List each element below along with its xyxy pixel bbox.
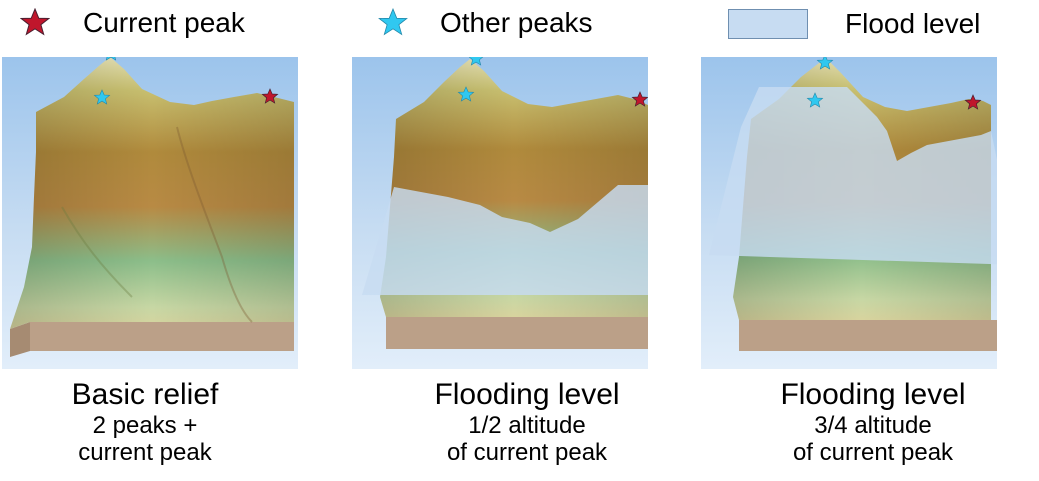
terrain-base-side — [10, 322, 30, 357]
terrain-base — [739, 320, 997, 351]
caption-line: of current peak — [792, 439, 954, 466]
caption-line: of current peak — [446, 439, 608, 466]
caption-line: 3/4 altitude — [814, 412, 932, 439]
peak-star-other — [468, 57, 484, 66]
relief-panel-basic — [2, 57, 298, 369]
legend-label-current-peak: Current peak — [83, 7, 245, 38]
terrain-base — [30, 322, 294, 351]
peak-star-other — [816, 57, 834, 70]
peak-star-other — [105, 57, 117, 61]
caption-line: current peak — [78, 439, 212, 466]
peak-star-other — [457, 86, 475, 102]
caption-line: 1/2 altitude — [468, 412, 586, 439]
flood-plane — [362, 185, 648, 295]
caption-basic-relief: Basic relief 2 peaks + current peak — [10, 378, 280, 466]
legend-label-other-peaks: Other peaks — [440, 7, 593, 38]
legend-current-peak: Current peak — [20, 8, 245, 38]
legend-flood-level: Flood level — [728, 9, 980, 39]
peak-star-current — [964, 94, 982, 110]
relief-panel-three-quarter-flood — [701, 57, 997, 369]
red-star-icon — [20, 8, 50, 36]
flood-plane — [709, 87, 997, 265]
caption-title: Basic relief — [71, 378, 219, 411]
caption-title: Flooding level — [434, 378, 620, 411]
legend-label-flood-level: Flood level — [845, 8, 981, 39]
peak-star-other — [93, 89, 111, 105]
caption-title: Flooding level — [780, 378, 966, 411]
peak-star-current — [631, 91, 648, 107]
cyan-star-icon — [378, 8, 408, 36]
peak-star-current — [261, 88, 279, 104]
relief-panel-half-flood — [352, 57, 648, 369]
flood-swatch — [728, 9, 808, 39]
caption-half-flood: Flooding level 1/2 altitude of current p… — [392, 378, 662, 466]
caption-line: 2 peaks + — [92, 412, 198, 439]
legend-other-peaks: Other peaks — [378, 8, 593, 38]
terrain-base — [386, 317, 648, 349]
caption-three-quarter-flood: Flooding level 3/4 altitude of current p… — [738, 378, 1008, 466]
peak-star-other — [806, 92, 824, 108]
